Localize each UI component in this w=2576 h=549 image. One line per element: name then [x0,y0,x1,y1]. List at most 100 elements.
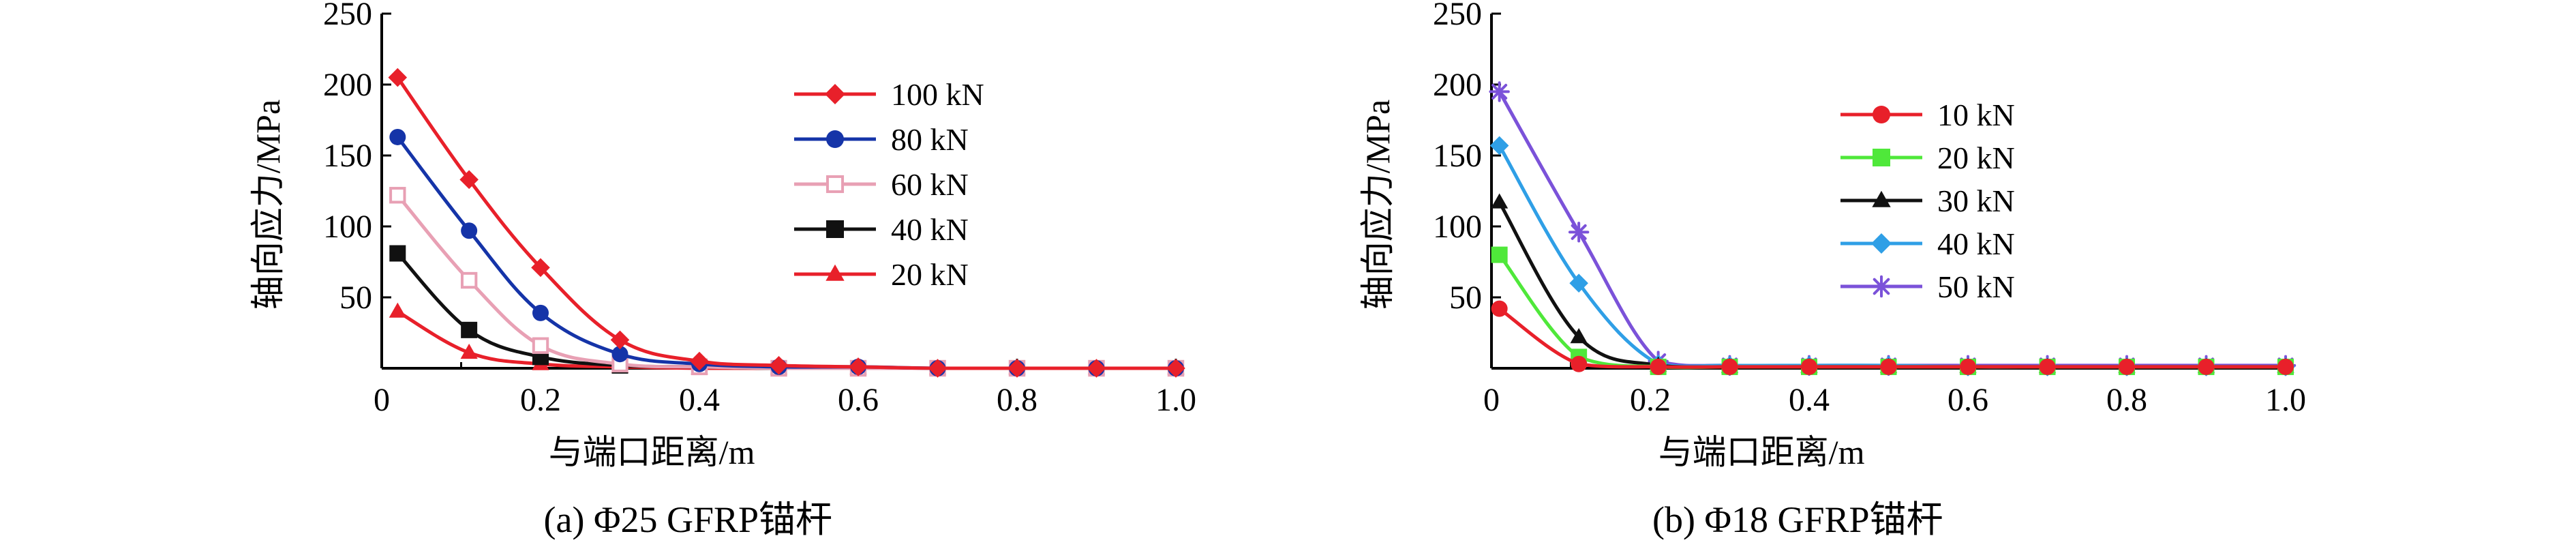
chart2-series-1-point [1960,358,1976,375]
chart1-legend-label: 20 kN [891,257,969,292]
chart2-series-2-line [1498,254,2286,370]
chart1-x-axis-title: 与端口距离/m [549,433,755,471]
chart1-series-1-point [610,330,630,350]
chart2-series-1-point [2039,358,2056,375]
chart2-legend-label: 20 kN [1937,140,2015,175]
chart2-series-4-point [1569,273,1588,293]
chart2-caption: (b) Φ18 GFRP锚杆 [1652,499,1943,540]
chart2-series-1-point [2277,358,2294,375]
chart2-legend-marker [1871,233,1892,254]
chart2-series-3-point [1570,328,1588,344]
chart1-legend-marker [825,84,845,104]
chart2-series-4-line [1498,145,2286,369]
chart2-ytick-label: 150 [1433,138,1482,174]
chart1-series-1-point [531,258,550,278]
chart2-ytick-label: 200 [1433,67,1482,103]
chart1-xtick-label: 0.4 [679,382,720,418]
chart1-series-1-point [1007,359,1027,378]
chart2-xtick-label: 0.4 [1789,382,1830,418]
chart1-series-3-point [460,271,478,289]
chart1-legend-marker [825,264,845,281]
chart1-ytick-label: 150 [323,138,372,174]
chart1-series-3-point [389,187,406,204]
chart2-legend-marker [1870,275,1893,298]
chart2-series-4-point [1489,136,1509,155]
chart1-series-4-line [396,252,1176,370]
chart1-legend-label: 40 kN [891,212,969,247]
chart1-series-1-point [690,351,709,371]
chart1-ytick-label: 250 [323,0,372,32]
chart2-series-1-point [1650,358,1667,375]
chart2-x-axis-title: 与端口距离/m [1658,433,1865,471]
chart2-legend-marker [1873,149,1890,166]
chart1-series-1-line [396,76,1176,370]
chart2-ytick-label: 250 [1433,0,1482,32]
chart2-series-2-point [1491,246,1508,263]
chart1-ytick-label: 100 [323,209,372,245]
chart1-legend-label: 60 kN [891,167,969,202]
chart2-ytick-label: 100 [1433,209,1482,245]
chart2-xtick-label: 0 [1483,382,1500,418]
chart2-series-5-point [1489,81,1510,102]
chart2-legend-marker [1873,106,1890,123]
chart2-ytick-label: 50 [1449,280,1482,316]
chart1-legend-label: 80 kN [891,122,969,157]
chart2-series-1-point [2119,358,2135,375]
chart1-series-5-line [397,310,1176,370]
chart2-series-1-point [1571,355,1588,372]
chart1-ytick-label: 200 [323,67,372,103]
chart1-legend-marker [826,130,844,148]
chart1-xtick-label: 0.2 [520,382,561,418]
chart2: 50 100 150 200 250 0 0.2 0.4 0.6 0.8 1.0 与端口距离/m 轴向应… [1359,0,2306,540]
chart2-series-1-point [1721,358,1738,375]
chart1: 50 100 150 200 250 0 0.2 0.4 0.6 0.8 1.0 与端口距离/m 轴向应… [249,0,1196,540]
chart2-series-3-point [1491,193,1509,209]
chart2-series-1-point [1491,300,1508,317]
chart1-series-1-point [769,356,789,375]
chart1-series-1-point [388,68,408,87]
chart2-legend-label: 30 kN [1937,183,2015,218]
chart1-series-1-point [928,359,948,378]
chart1-series-1-point [1166,359,1185,378]
chart1-legend-label: 100 kN [891,77,984,112]
chart1-caption: (a) Φ25 GFRP锚杆 [544,499,832,540]
chart2-legend-label: 10 kN [1937,98,2015,132]
chart2-series-1-point [2198,358,2215,375]
chart1-series-1-point [459,170,479,190]
chart1-y-axis-title: 轴向应力/MPa [249,100,287,310]
chart1-series-2-point [461,222,478,239]
chart1-series-4-point [389,245,406,262]
chart2-xtick-label: 0.2 [1630,382,1671,418]
chart2-series-1-point [1880,358,1897,375]
chart1-series-2-line [396,136,1176,370]
chart1-ytick-label: 50 [339,280,372,316]
chart2-series-3-line [1498,201,2286,369]
chart2-series-1-point [1801,358,1817,375]
chart1-series-4-point [461,321,478,338]
chart1-xtick-label: 0 [374,382,390,418]
chart2-xtick-label: 1.0 [2265,382,2306,418]
chart2-legend-label: 50 kN [1937,269,2015,304]
chart1-series-2-point [532,304,549,321]
chart1-series-3-line [396,194,1176,370]
chart1-series-5-point [460,343,478,359]
chart2-legend-marker [1872,190,1891,207]
chart1-xtick-label: 0.6 [838,382,879,418]
chart1-series-2-point [389,128,406,145]
chart1-series-3-point [532,337,549,354]
chart2-y-axis-title: 轴向应力/MPa [1359,100,1397,310]
chart1-legend-marker [826,220,844,238]
chart1-legend-marker [825,175,845,194]
chart1-xtick-label: 0.8 [997,382,1037,418]
chart2-series-5-line [1498,91,2286,368]
chart1-series-5-point [389,302,406,318]
chart2-xtick-label: 0.8 [2106,382,2147,418]
chart1-series-1-point [849,357,868,376]
chart1-series-2-point [611,346,628,363]
chart2-series-5-point [1568,222,1590,243]
chart1-xtick-label: 1.0 [1155,382,1196,418]
chart2-xtick-label: 0.6 [1948,382,1988,418]
chart1-series-1-point [1087,359,1106,378]
